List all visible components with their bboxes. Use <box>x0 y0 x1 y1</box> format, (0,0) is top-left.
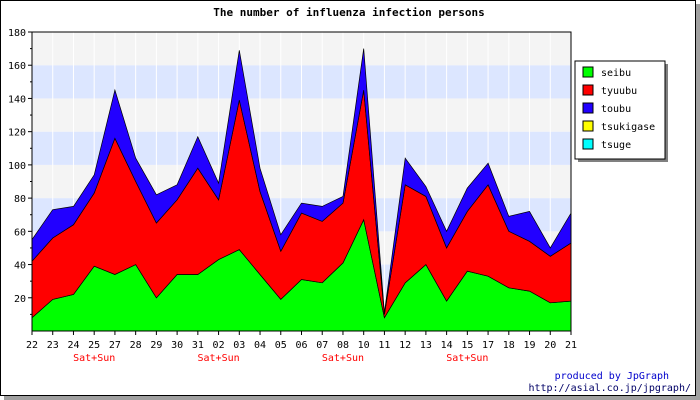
x-tick-label: 14 <box>441 340 453 351</box>
legend-label-tyuubu: tyuubu <box>601 86 637 97</box>
x-tick-label: 31 <box>192 340 204 351</box>
x-tick-label: 18 <box>503 340 515 351</box>
x-annotation-label: Sat+Sun <box>446 353 488 364</box>
x-annotation-label: Sat+Sun <box>73 353 115 364</box>
x-tick-label: 24 <box>67 340 79 351</box>
x-tick-label: 05 <box>275 340 287 351</box>
x-tick-label: 03 <box>233 340 245 351</box>
x-tick-label: 21 <box>565 340 577 351</box>
chart-title: The number of influenza infection person… <box>213 6 485 19</box>
credit-text: produced by JpGraph <box>555 371 669 382</box>
x-tick-label: 20 <box>544 340 556 351</box>
x-tick-label: 07 <box>316 340 328 351</box>
legend-label-tsukigase: tsukigase <box>601 122 655 133</box>
x-tick-label: 15 <box>461 340 473 351</box>
y-tick-label: 60 <box>14 227 26 238</box>
x-tick-label: 25 <box>88 340 100 351</box>
axes: 20 40 60 80 100 120 140 160 180 22 23 24 25 27 28 29 30 3… <box>8 28 577 364</box>
x-tick-label: 11 <box>378 340 390 351</box>
x-tick-label: 27 <box>109 340 121 351</box>
y-tick-label: 100 <box>8 161 26 172</box>
x-tick-label: 08 <box>337 340 349 351</box>
x-tick-label: 13 <box>420 340 432 351</box>
x-tick-label: 06 <box>295 340 307 351</box>
influenza-chart: The number of influenza infection person… <box>8 6 691 394</box>
y-tick-label: 80 <box>14 194 26 205</box>
x-tick-label: 17 <box>482 340 494 351</box>
x-annotation-label: Sat+Sun <box>322 353 364 364</box>
legend-label-seibu: seibu <box>601 68 631 79</box>
legend: seibu tyuubu toubu tsukigase tsuge <box>574 60 668 162</box>
y-tick-label: 20 <box>14 294 26 305</box>
x-tick-label: 28 <box>130 340 142 351</box>
x-annotation-label: Sat+Sun <box>197 353 239 364</box>
x-tick-label: 10 <box>358 340 370 351</box>
legend-swatch-tsuge <box>582 138 594 150</box>
y-tick-label: 120 <box>8 128 26 139</box>
legend-label-tsuge: tsuge <box>601 140 631 151</box>
x-tick-label: 19 <box>524 340 536 351</box>
x-tick-label: 02 <box>213 340 225 351</box>
legend-swatch-tyuubu <box>582 84 594 96</box>
x-tick-label: 12 <box>399 340 411 351</box>
x-tick-label: 29 <box>150 340 162 351</box>
legend-swatch-tsukigase <box>582 120 594 132</box>
legend-label-toubu: toubu <box>601 104 631 115</box>
x-tick-label: 23 <box>47 340 59 351</box>
legend-swatch-seibu <box>582 66 594 78</box>
legend-swatch-toubu <box>582 102 594 114</box>
y-tick-label: 160 <box>8 61 26 72</box>
credit-url-link[interactable]: http://asial.co.jp/jpgraph/ <box>528 383 691 394</box>
y-tick-label: 40 <box>14 261 26 272</box>
x-tick-label: 30 <box>171 340 183 351</box>
x-tick-label: 04 <box>254 340 266 351</box>
y-tick-label: 180 <box>8 28 26 39</box>
x-tick-label: 22 <box>26 340 38 351</box>
y-tick-label: 140 <box>8 94 26 105</box>
